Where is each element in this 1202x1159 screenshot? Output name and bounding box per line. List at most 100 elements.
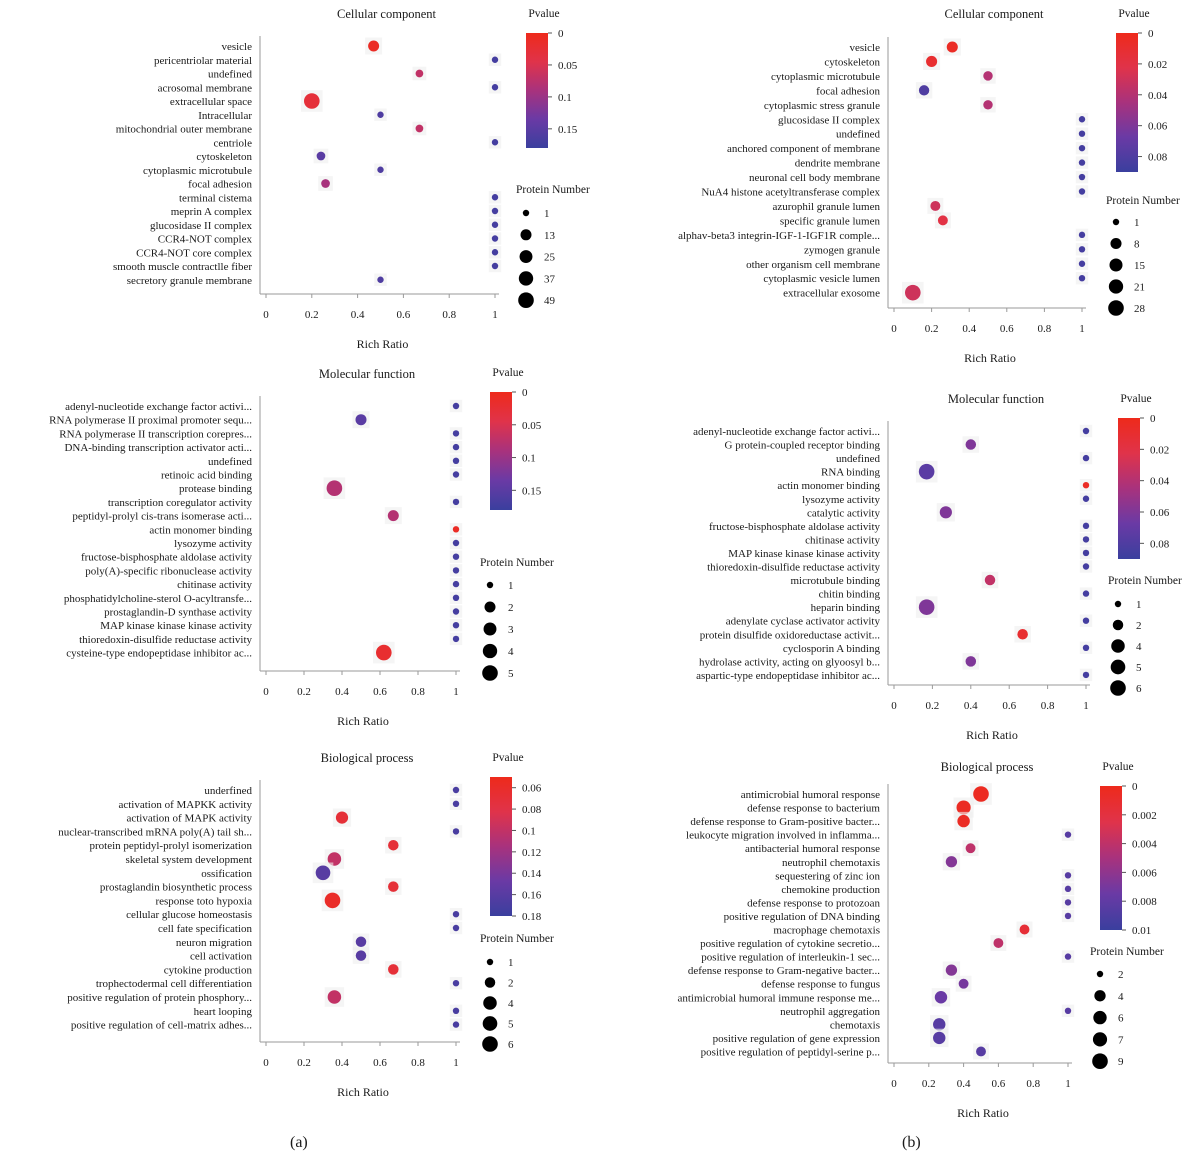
- size-legend-label: 5: [1136, 662, 1142, 674]
- colorbar-tick-label: 0: [1132, 781, 1138, 793]
- colorbar-tick-label: 0.08: [522, 804, 542, 816]
- chart-title: Cellular component: [337, 7, 436, 21]
- colorbar-tick-label: 0.15: [558, 124, 578, 136]
- category-label: protein disulfide oxidoreductase activit…: [700, 629, 880, 641]
- category-label: neuronal cell body membrane: [749, 172, 880, 184]
- x-tick-label: 0.2: [925, 323, 939, 335]
- data-bubble: [327, 852, 342, 866]
- data-bubble: [491, 221, 499, 228]
- colorbar-tick-label: 0.15: [522, 485, 542, 497]
- data-bubble: [452, 800, 460, 807]
- data-bubble: [934, 991, 948, 1004]
- size-legend-dot: [519, 250, 533, 264]
- x-tick-label: 0.8: [411, 1057, 425, 1069]
- category-label: protease binding: [179, 483, 253, 495]
- data-bubble: [965, 843, 976, 854]
- category-label: smooth muscle contractlle fiber: [113, 261, 252, 273]
- colorbar-tick-label: 0.06: [1150, 507, 1170, 519]
- category-label: undefined: [208, 69, 252, 81]
- category-label: other organism cell membrane: [746, 259, 880, 271]
- category-label: sequestering of zinc ion: [775, 870, 880, 882]
- category-label: neuron migration: [176, 937, 253, 949]
- x-axis-label: Rich Ratio: [337, 1085, 389, 1099]
- colorbar-tick-label: 0.008: [1132, 896, 1157, 908]
- size-legend-label: 21: [1134, 282, 1145, 294]
- category-label: NuA4 histone acetyltransferase complex: [701, 187, 880, 199]
- category-label: prostaglandin-D synthase activity: [104, 607, 252, 619]
- category-label: hydrolase activity, acting on glyoosyl b…: [699, 656, 880, 668]
- data-bubble: [946, 41, 958, 53]
- x-tick-label: 0.8: [442, 309, 456, 321]
- category-label: actin monomer binding: [149, 524, 252, 536]
- data-bubble: [1019, 924, 1030, 935]
- data-bubble: [316, 151, 326, 161]
- pvalue-colorbar: [490, 392, 512, 510]
- category-label: DNA-binding transcription activator acti…: [64, 442, 252, 454]
- category-label: meprin A complex: [171, 206, 253, 218]
- category-label: chitin binding: [819, 589, 881, 601]
- data-bubble: [452, 635, 460, 643]
- category-label: cell fate specification: [158, 923, 253, 935]
- pvalue-colorbar: [1116, 33, 1138, 172]
- data-bubble: [491, 262, 499, 270]
- colorbar-tick-label: 0.002: [1132, 810, 1157, 822]
- pvalue-legend-title: Pvalue: [528, 8, 559, 20]
- data-bubble: [1064, 912, 1072, 920]
- x-tick-label: 0.6: [992, 1078, 1006, 1090]
- size-legend-label: 8: [1134, 239, 1140, 251]
- x-tick-label: 0.4: [962, 323, 976, 335]
- size-legend-dot: [1093, 1010, 1107, 1025]
- category-label: glucosidase II complex: [150, 220, 253, 232]
- category-label: secretory granule membrane: [127, 275, 252, 287]
- data-bubble: [1078, 130, 1086, 137]
- colorbar-tick-label: 0.05: [558, 60, 578, 72]
- x-tick-label: 0.2: [926, 700, 940, 712]
- data-bubble: [491, 207, 499, 215]
- data-bubble: [1082, 454, 1090, 462]
- data-bubble: [1082, 617, 1090, 624]
- x-tick-label: 0: [891, 1078, 897, 1090]
- category-label: MAP kinase kinase kinase activity: [100, 620, 252, 632]
- size-legend-label: 37: [544, 273, 556, 285]
- data-bubble: [452, 526, 460, 533]
- pvalue-legend-title: Pvalue: [1120, 393, 1151, 405]
- x-tick-label: 0.4: [351, 309, 365, 321]
- x-tick-label: 0.6: [373, 1057, 387, 1069]
- size-legend-label: 2: [1136, 620, 1142, 632]
- data-bubble: [1082, 671, 1090, 679]
- data-bubble: [918, 599, 935, 615]
- category-label: microtubule binding: [790, 575, 880, 587]
- category-label: defense response to bacterium: [747, 803, 880, 815]
- chart-title: Cellular component: [945, 7, 1044, 21]
- category-label: extracellular space: [170, 96, 252, 108]
- size-legend-dot: [1114, 600, 1122, 608]
- x-tick-label: 0: [891, 700, 897, 712]
- data-bubble: [926, 55, 938, 67]
- colorbar-tick-label: 0.06: [1148, 121, 1168, 133]
- size-legend-label: 49: [544, 295, 556, 307]
- data-bubble: [452, 924, 460, 932]
- size-legend-label: 4: [508, 998, 514, 1010]
- data-bubble: [355, 950, 367, 961]
- size-legend-label: 1: [508, 957, 514, 969]
- size-legend-dot: [483, 996, 497, 1010]
- data-bubble: [1064, 1007, 1072, 1014]
- category-label: macrophage chemotaxis: [773, 925, 880, 937]
- colorbar-tick-label: 0.01: [1132, 925, 1151, 937]
- data-bubble: [452, 580, 460, 588]
- data-bubble: [965, 656, 977, 667]
- data-bubble: [452, 402, 460, 410]
- category-label: neutrophil aggregation: [780, 1006, 880, 1018]
- category-label: CCR4-NOT core complex: [136, 247, 252, 259]
- category-label: alphav-beta3 integrin-IGF-1-IGF1R comple…: [678, 230, 880, 242]
- pvalue-legend-title: Pvalue: [492, 752, 523, 764]
- category-label: thioredoxin-disulfide reductase activity: [707, 562, 880, 574]
- size-legend-dot: [518, 271, 534, 286]
- x-tick-label: 0: [263, 1057, 269, 1069]
- data-bubble: [933, 1031, 946, 1045]
- data-bubble: [376, 644, 392, 661]
- category-label: anchored component of membrane: [727, 143, 880, 155]
- data-bubble: [452, 567, 460, 574]
- size-legend-dot: [482, 1036, 498, 1052]
